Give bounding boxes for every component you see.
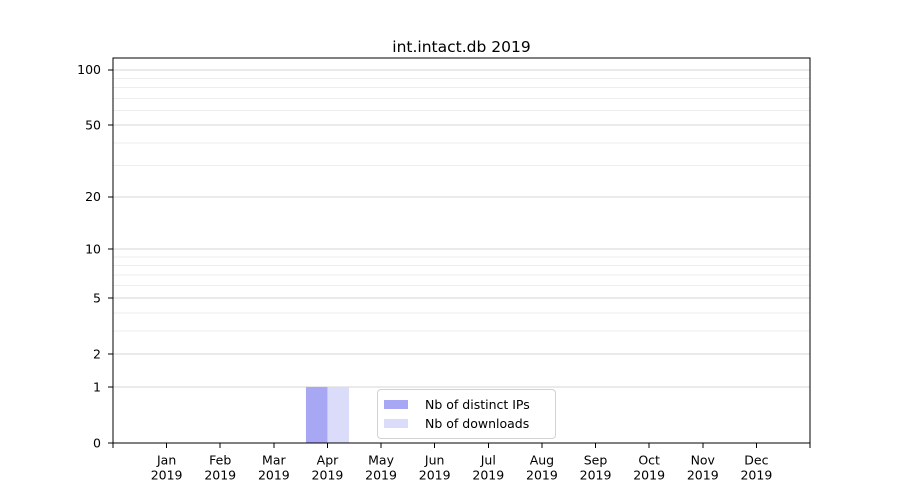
x-tick-label-year: 2019 [312, 468, 344, 483]
x-tick-label-year: 2019 [151, 468, 183, 483]
bar-downloads [327, 386, 349, 443]
y-tick-label: 5 [93, 290, 101, 305]
x-tick-label-year: 2019 [740, 468, 772, 483]
legend-item-distinct-ips: Nb of distinct IPs [384, 396, 555, 414]
y-axis-labels: 0 1 2 5 10 20 50 100 [77, 62, 101, 450]
x-tick-label-month: Mar [262, 453, 286, 468]
y-tick-label: 20 [85, 189, 101, 204]
bars [305, 386, 349, 443]
legend-item-downloads: Nb of downloads [384, 415, 555, 433]
x-tick-label-month: May [368, 453, 394, 468]
y-tick-label: 1 [93, 379, 101, 394]
x-tick-label-month: Sep [584, 453, 608, 468]
x-tick-label-year: 2019 [204, 468, 236, 483]
x-tick-label-month: Oct [638, 453, 660, 468]
y-tick-label: 2 [93, 346, 101, 361]
gridlines [113, 69, 810, 388]
y-tick-label: 50 [85, 117, 101, 132]
x-axis-labels: Jan2019Feb2019Mar2019Apr2019May2019Jun20… [151, 453, 773, 483]
x-tick-label-year: 2019 [472, 468, 504, 483]
x-tick-label-year: 2019 [419, 468, 451, 483]
x-tick-label-month: Jun [424, 453, 445, 468]
y-tick-label: 10 [85, 241, 101, 256]
y-tick-label: 0 [93, 435, 101, 450]
plot-frame [112, 57, 811, 444]
legend-label-downloads: Nb of downloads [425, 415, 530, 431]
x-tick-label-month: Jan [156, 453, 176, 468]
x-tick-label-year: 2019 [580, 468, 612, 483]
legend: Nb of distinct IPs Nb of downloads [377, 389, 556, 439]
x-tick-label-year: 2019 [633, 468, 665, 483]
x-tick-label-year: 2019 [258, 468, 290, 483]
y-tick-label: 100 [77, 62, 101, 77]
chart-title: int.intact.db 2019 [392, 38, 530, 56]
x-tick-label-month: Feb [209, 453, 231, 468]
legend-swatch-distinct-ips [384, 400, 408, 409]
legend-label-distinct-ips: Nb of distinct IPs [425, 396, 530, 412]
x-tick-label-month: Nov [691, 453, 716, 468]
x-tick-label-month: Apr [317, 453, 339, 468]
x-tick-label-month: Jul [480, 453, 496, 468]
x-tick-label-year: 2019 [365, 468, 397, 483]
legend-swatch-downloads [384, 419, 408, 428]
x-tick-label-month: Dec [744, 453, 768, 468]
x-tick-label-year: 2019 [687, 468, 719, 483]
axis-ticks [108, 69, 811, 448]
x-tick-label-year: 2019 [526, 468, 558, 483]
x-tick-label-month: Aug [530, 453, 554, 468]
bar-distinct-ips [305, 386, 328, 443]
